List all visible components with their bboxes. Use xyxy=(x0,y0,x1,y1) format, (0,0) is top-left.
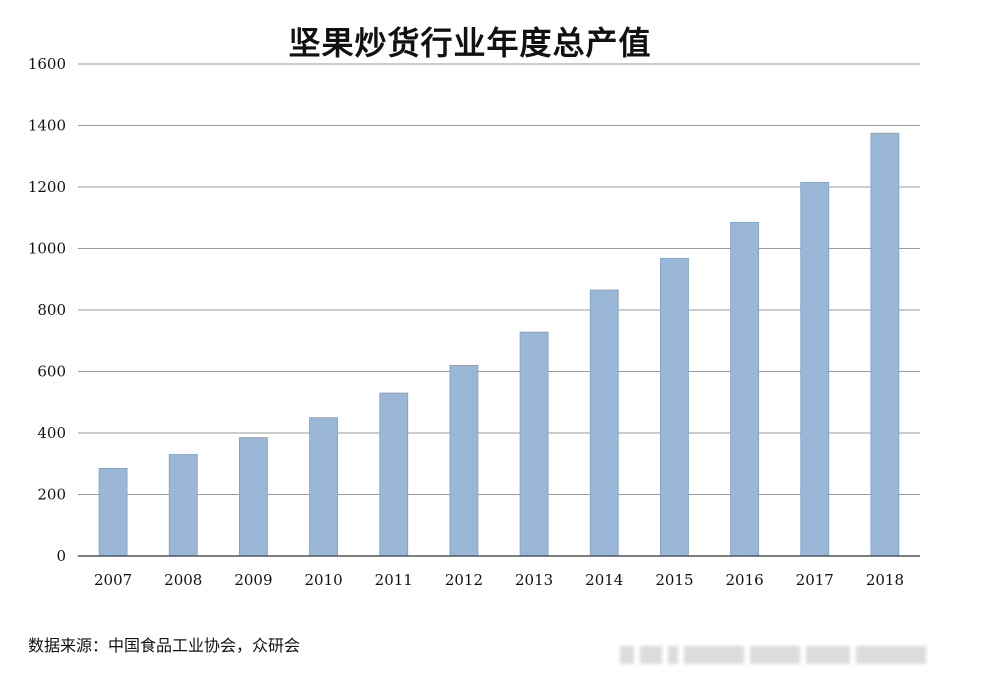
bar-2018 xyxy=(870,132,900,557)
x-tick-label-2018: 2018 xyxy=(866,571,904,589)
grid-lines xyxy=(78,63,920,495)
y-tick-label-200: 200 xyxy=(37,486,66,504)
bar-2015 xyxy=(660,257,689,557)
x-tick-label-2007: 2007 xyxy=(94,571,132,589)
y-tick-label-600: 600 xyxy=(37,363,66,381)
bar-2010 xyxy=(309,417,338,557)
bar-2016 xyxy=(730,221,759,557)
watermark xyxy=(620,640,950,670)
x-tick-label-2017: 2017 xyxy=(796,571,834,589)
y-tick-label-1400: 1400 xyxy=(28,117,66,135)
y-tick-label-800: 800 xyxy=(37,301,66,319)
y-tick-label-1000: 1000 xyxy=(28,240,66,258)
y-tick-label-1200: 1200 xyxy=(28,178,66,196)
x-tick-label-2016: 2016 xyxy=(725,571,763,589)
x-tick-label-2008: 2008 xyxy=(164,571,202,589)
bar-2008 xyxy=(168,454,198,557)
bar-2007 xyxy=(98,467,128,557)
bar-2013 xyxy=(519,331,549,557)
x-tick-label-2009: 2009 xyxy=(234,571,272,589)
bar-2017 xyxy=(800,181,830,557)
chart-title: 坚果炒货行业年度总产值 xyxy=(288,24,652,62)
y-tick-labels: 0 200 400 600 800 1000 1200 1400 1600 xyxy=(28,55,66,565)
bars xyxy=(98,132,900,557)
source-note: 数据来源：中国食品工业协会，众研会 xyxy=(28,636,301,655)
x-tick-label-2014: 2014 xyxy=(585,571,623,589)
bar-2014 xyxy=(589,289,619,557)
bar-2009 xyxy=(239,437,268,557)
x-tick-label-2013: 2013 xyxy=(515,571,553,589)
y-tick-label-0: 0 xyxy=(56,547,66,565)
x-tick-label-2012: 2012 xyxy=(445,571,483,589)
x-tick-label-2011: 2011 xyxy=(375,571,413,589)
x-tick-labels: 2007 2008 2009 2010 2011 2012 2013 2014 2015 2016… xyxy=(94,571,904,589)
bar-2012 xyxy=(449,364,479,557)
bar-2011 xyxy=(379,392,409,557)
y-tick-label-1600: 1600 xyxy=(28,55,66,73)
x-tick-label-2015: 2015 xyxy=(655,571,693,589)
y-tick-label-400: 400 xyxy=(37,424,66,442)
x-tick-label-2010: 2010 xyxy=(304,571,342,589)
